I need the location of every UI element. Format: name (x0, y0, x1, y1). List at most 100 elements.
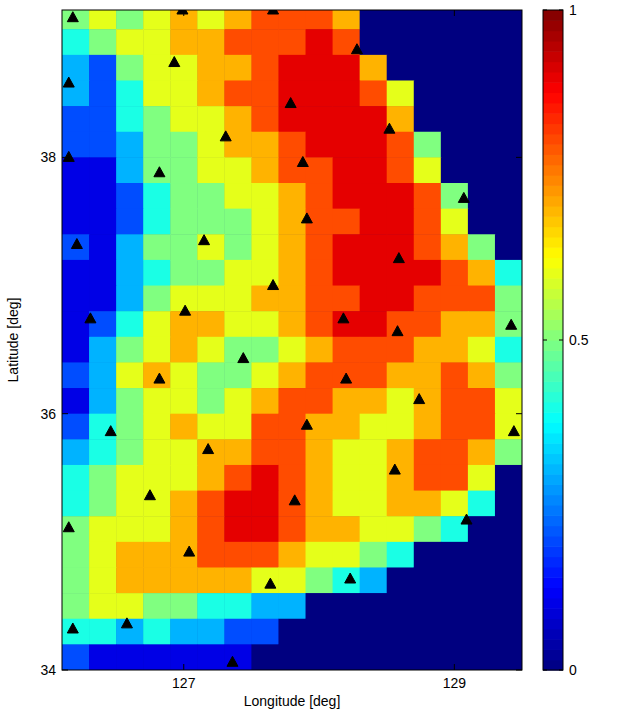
colorbar-tick (559, 10, 563, 11)
heat-cell (468, 388, 496, 414)
heat-cell (278, 80, 306, 106)
heat-cell (62, 10, 90, 30)
station-marker (389, 464, 400, 474)
heat-cell (495, 106, 522, 132)
heat-cell (62, 388, 90, 414)
heat-cell (197, 80, 225, 106)
heat-cell (278, 542, 306, 568)
station-marker (384, 123, 395, 133)
heat-cell (170, 567, 198, 593)
heat-cell (251, 516, 279, 542)
heat-cell (197, 183, 225, 209)
heat-cell (468, 286, 496, 312)
heat-cell (387, 29, 415, 55)
heat-cell (143, 286, 171, 312)
heat-cell (360, 286, 388, 312)
heat-cell (360, 542, 388, 568)
heat-cell (143, 260, 171, 286)
heat-cell (306, 593, 334, 619)
heat-cell (441, 260, 469, 286)
plot-area (62, 10, 522, 670)
heat-cell (89, 260, 117, 286)
station-marker (458, 192, 469, 202)
heat-cell (224, 516, 252, 542)
station-marker (71, 239, 82, 249)
heat-cell (143, 55, 171, 81)
colorbar-step (543, 371, 563, 382)
heat-cell (224, 10, 252, 30)
colorbar (543, 10, 563, 671)
heat-cell (89, 132, 117, 158)
heat-cell (116, 106, 144, 132)
heat-cell (170, 542, 198, 568)
heat-cell (197, 593, 225, 619)
colorbar-step (543, 268, 563, 279)
heat-cell (468, 542, 496, 568)
heat-cell (306, 10, 334, 30)
heat-cell (306, 644, 334, 670)
heat-cell (360, 644, 388, 670)
colorbar-step (543, 505, 563, 516)
heat-cell (495, 80, 522, 106)
heat-cell (89, 337, 117, 363)
heat-cell (251, 567, 279, 593)
heat-cell (360, 337, 388, 363)
heat-cell (306, 286, 334, 312)
heat-cell (116, 55, 144, 81)
heat-cell (468, 234, 496, 260)
heat-cell (62, 209, 90, 235)
heat-cell (116, 234, 144, 260)
station-marker (301, 213, 312, 223)
heat-cell (468, 619, 496, 645)
heat-cell (495, 644, 522, 670)
heat-cell (251, 362, 279, 388)
y-tick-label: 34 (40, 662, 56, 678)
heat-cell (143, 362, 171, 388)
heat-cell (116, 567, 144, 593)
heat-cell (170, 362, 198, 388)
heat-cell (197, 619, 225, 645)
heat-cell (306, 542, 334, 568)
heat-cell (495, 234, 522, 260)
heat-cell (224, 80, 252, 106)
heat-cell (197, 516, 225, 542)
heat-cell (333, 491, 361, 517)
colorbar-step (543, 31, 563, 42)
heat-cell (387, 644, 415, 670)
colorbar-step (543, 82, 563, 93)
heat-cell (224, 439, 252, 465)
heat-cell (414, 132, 442, 158)
station-marker (67, 623, 78, 633)
x-tick-label: 127 (172, 675, 196, 691)
heat-cell (224, 311, 252, 337)
heat-cell (197, 567, 225, 593)
station-marker (154, 167, 165, 177)
y-axis-title: Latitude [deg] (5, 298, 21, 383)
heat-cell (306, 619, 334, 645)
heat-cell (89, 29, 117, 55)
colorbar-step (543, 443, 563, 454)
heat-cell (170, 209, 198, 235)
heat-cell (143, 157, 171, 183)
heat-cell (143, 439, 171, 465)
colorbar-step (543, 165, 563, 176)
heat-cell (143, 491, 171, 517)
heat-cell (414, 388, 442, 414)
heat-cell (333, 132, 361, 158)
colorbar-tick-label: 0 (569, 662, 577, 678)
heat-cell (143, 644, 171, 670)
heat-cell (62, 260, 90, 286)
heat-cell (414, 516, 442, 542)
colorbar-step (543, 598, 563, 609)
heat-cell (441, 132, 469, 158)
heat-cell (495, 388, 522, 414)
colorbar-step (543, 649, 563, 660)
heat-cell (333, 260, 361, 286)
heat-cell (170, 234, 198, 260)
heat-cell (414, 106, 442, 132)
colorbar-step (543, 639, 563, 650)
heat-cell (170, 29, 198, 55)
heat-cell (360, 106, 388, 132)
heat-cell (251, 465, 279, 491)
heat-cell (360, 516, 388, 542)
